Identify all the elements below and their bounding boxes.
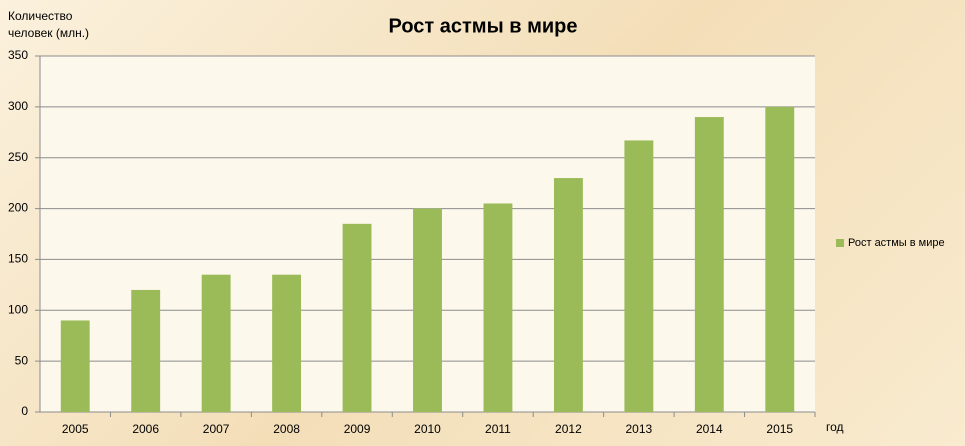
- y-tick-label: 150: [8, 252, 28, 266]
- bar: [694, 117, 724, 413]
- y-tick-label: 300: [8, 99, 28, 113]
- x-axis-label: год: [826, 420, 844, 434]
- bar: [272, 274, 302, 412]
- bar: [765, 106, 795, 412]
- bar: [553, 178, 583, 412]
- x-tick-label: 2007: [203, 422, 230, 436]
- y-tick-label: 200: [8, 201, 28, 215]
- y-tick-label: 250: [8, 150, 28, 164]
- x-tick-label: 2009: [344, 422, 371, 436]
- bar: [483, 203, 513, 412]
- x-tick-label: 2010: [414, 422, 441, 436]
- y-tick-label: 0: [21, 404, 28, 418]
- legend-swatch: [836, 239, 844, 247]
- x-tick-label: 2013: [626, 422, 653, 436]
- y-tick-label: 50: [15, 353, 29, 367]
- x-tick-label: 2008: [273, 422, 300, 436]
- bar: [413, 208, 442, 412]
- legend-label: Рост астмы в мире: [848, 237, 945, 249]
- y-tick-label: 350: [8, 48, 28, 62]
- bar: [60, 320, 90, 412]
- bar: [201, 274, 231, 412]
- x-tick-label: 2006: [132, 422, 159, 436]
- bar: [131, 289, 161, 412]
- x-tick-label: 2015: [766, 422, 793, 436]
- x-tick-label: 2012: [555, 422, 582, 436]
- bar: [624, 140, 654, 412]
- y-tick-label: 100: [8, 302, 28, 316]
- bar: [342, 223, 372, 412]
- x-tick-label: 2014: [696, 422, 723, 436]
- chart-title: Рост астмы в мире: [388, 15, 577, 37]
- y-axis-label: Количество человек (млн.): [8, 9, 90, 40]
- x-tick-label: 2011: [485, 422, 511, 436]
- x-tick-label: 2005: [62, 422, 89, 436]
